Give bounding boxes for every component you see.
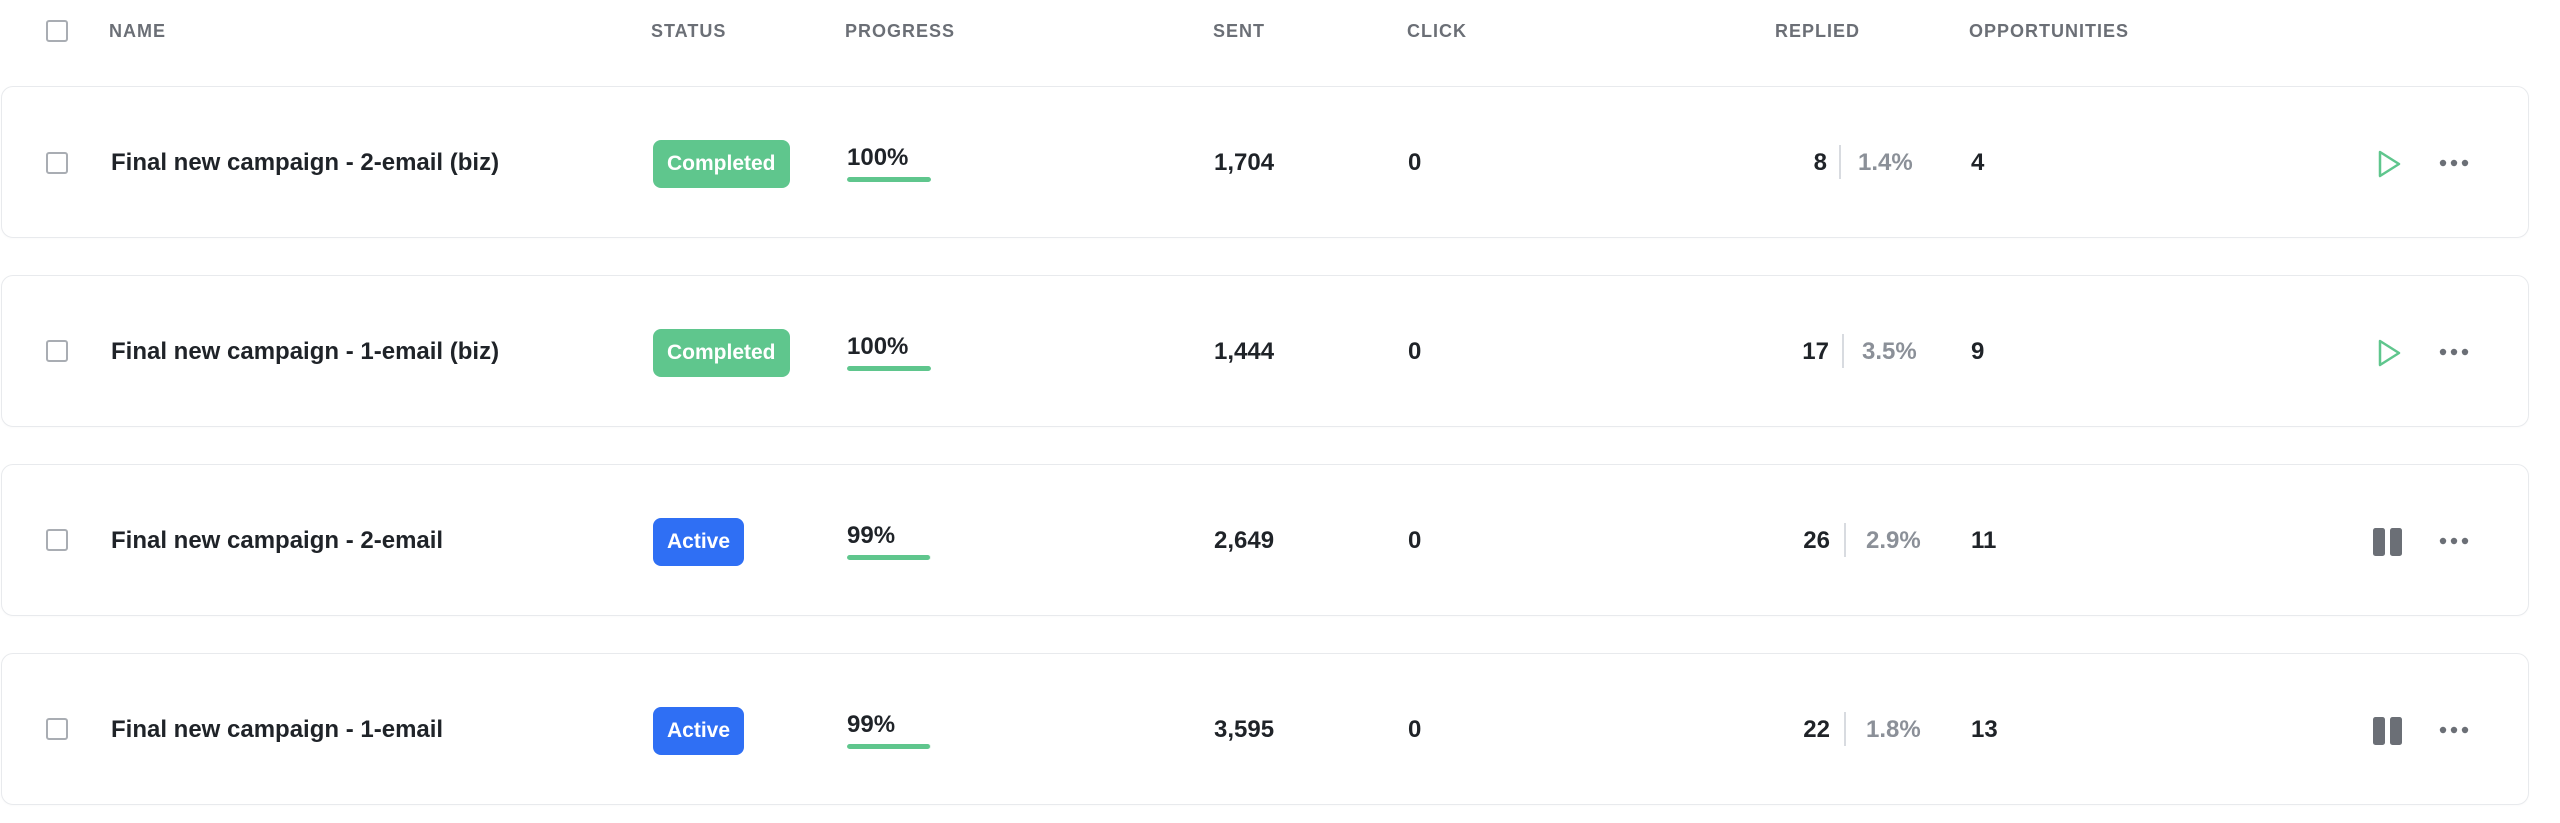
row-checkbox[interactable] (46, 152, 68, 174)
more-options-icon[interactable] (2439, 348, 2469, 356)
progress-label: 100% (847, 144, 909, 171)
row-checkbox[interactable] (46, 529, 68, 551)
opportunities-count: 13 (1971, 716, 1998, 743)
progress-bar (847, 744, 931, 749)
progress-bar-fill (847, 366, 931, 371)
campaign-row[interactable]: Final new campaign - 1-email (biz) Compl… (1, 275, 2529, 427)
replied-rate: 3.5% (1862, 338, 1917, 365)
sent-count: 1,704 (1214, 149, 1275, 176)
replied-count: 22 (1803, 716, 1830, 743)
status-badge: Completed (653, 140, 790, 188)
replied-rate: 1.4% (1858, 149, 1913, 176)
progress-label: 99% (847, 522, 896, 549)
replied-rate: 1.8% (1866, 716, 1921, 743)
campaign-name[interactable]: Final new campaign - 2-email (biz) (111, 149, 500, 176)
replied-divider (1842, 334, 1844, 368)
progress-bar-fill (847, 555, 931, 560)
campaign-row[interactable]: Final new campaign - 1-email Active 99% … (1, 653, 2529, 805)
replied-divider (1839, 145, 1841, 179)
replied-divider (1844, 523, 1846, 557)
opportunities-count: 9 (1971, 338, 1985, 365)
column-header-status[interactable]: STATUS (651, 21, 727, 41)
status-badge: Completed (653, 329, 790, 377)
replied-count: 17 (1802, 338, 1829, 365)
campaign-row[interactable]: Final new campaign - 2-email (biz) Compl… (1, 86, 2529, 238)
progress-bar-fill (847, 177, 931, 182)
progress-bar (847, 555, 931, 560)
play-icon[interactable] (2370, 146, 2406, 182)
column-header-progress[interactable]: PROGRESS (845, 21, 956, 41)
more-options-icon[interactable] (2439, 159, 2469, 167)
column-header-click[interactable]: CLICK (1407, 21, 1467, 41)
campaign-name[interactable]: Final new campaign - 2-email (111, 527, 444, 554)
sent-count: 3,595 (1214, 716, 1275, 743)
opportunities-count: 4 (1971, 149, 1985, 176)
column-header-opportunities[interactable]: OPPORTUNITIES (1969, 21, 2130, 41)
campaign-row[interactable]: Final new campaign - 2-email Active 99% … (1, 464, 2529, 616)
replied-count: 26 (1803, 527, 1830, 554)
table-header: NAME STATUS PROGRESS SENT CLICK REPLIED … (0, 0, 2560, 64)
column-header-name[interactable]: NAME (109, 21, 166, 41)
pause-icon[interactable] (2370, 524, 2406, 560)
row-checkbox[interactable] (46, 718, 68, 740)
status-badge: Active (653, 707, 745, 755)
replied-divider (1844, 712, 1846, 746)
campaign-name[interactable]: Final new campaign - 1-email (biz) (111, 338, 500, 365)
column-header-replied[interactable]: REPLIED (1775, 21, 1861, 41)
select-all-checkbox[interactable] (46, 20, 68, 42)
pause-icon[interactable] (2370, 713, 2406, 749)
replied-rate: 2.9% (1866, 527, 1921, 554)
click-count: 0 (1408, 527, 1422, 554)
sent-count: 1,444 (1214, 338, 1275, 365)
click-count: 0 (1408, 716, 1422, 743)
replied-count: 8 (1813, 149, 1827, 176)
more-options-icon[interactable] (2439, 537, 2469, 545)
row-checkbox[interactable] (46, 340, 68, 362)
column-header-sent[interactable]: SENT (1213, 21, 1266, 41)
play-icon[interactable] (2370, 335, 2406, 371)
status-badge: Active (653, 518, 745, 566)
opportunities-count: 11 (1971, 527, 1997, 554)
progress-bar (847, 366, 931, 371)
progress-bar (847, 177, 931, 182)
campaign-name[interactable]: Final new campaign - 1-email (111, 716, 444, 743)
progress-bar-fill (847, 744, 931, 749)
sent-count: 2,649 (1214, 527, 1275, 554)
progress-label: 99% (847, 711, 896, 738)
click-count: 0 (1408, 149, 1422, 176)
more-options-icon[interactable] (2439, 726, 2469, 734)
progress-label: 100% (847, 333, 909, 360)
click-count: 0 (1408, 338, 1422, 365)
